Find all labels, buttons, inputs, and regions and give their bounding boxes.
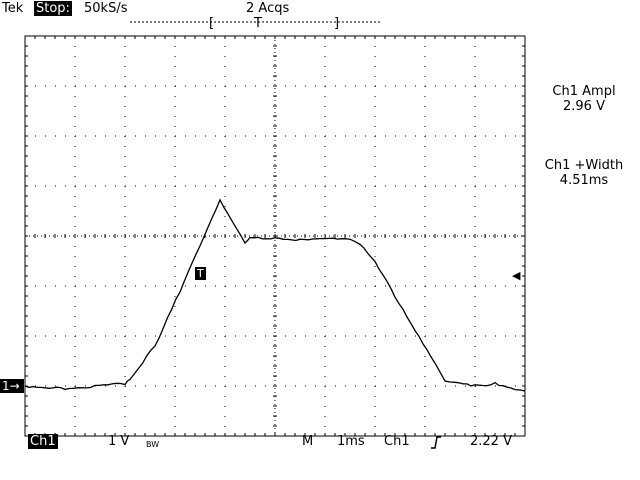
channel-ground-marker: 1→ (0, 379, 24, 393)
trigger-position-marker: T (254, 16, 262, 31)
acquisition-state-badge: Stop: (34, 1, 72, 16)
bandwidth-limit-label: BW (146, 440, 160, 449)
trigger-point-marker: T (195, 267, 206, 280)
arrow-right-icon: → (9, 379, 20, 393)
acquisition-count-label: 2 Acqs (246, 1, 290, 16)
rising-edge-icon (431, 436, 441, 449)
measurement-ch1-width-label: Ch1 +Width (544, 158, 624, 173)
measurement-ch1-ampl-label: Ch1 Ampl (552, 84, 616, 99)
trigger-level-arrow-icon: ◀ (512, 269, 521, 282)
brand-label: Tek (2, 1, 24, 16)
main-timebase-label: M (302, 434, 314, 449)
graticule (24, 21, 526, 437)
trigger-source-label: Ch1 (384, 434, 410, 449)
ch1-waveform-trace (24, 198, 526, 392)
sample-rate-label: 50kS/s (84, 1, 128, 16)
measurement-ch1-width-value: 4.51ms (559, 173, 609, 188)
channel-ground-number: 1 (2, 379, 10, 393)
channel-badge: Ch1 (28, 434, 58, 449)
record-bracket-right: ] (334, 16, 340, 31)
record-bracket-left: [ (209, 16, 215, 31)
trigger-level-label: 2.22 V (470, 434, 512, 449)
time-per-div-label: 1ms (337, 434, 365, 449)
measurement-ch1-ampl-value: 2.96 V (563, 99, 605, 114)
volts-per-div-label: 1 V (108, 434, 130, 449)
